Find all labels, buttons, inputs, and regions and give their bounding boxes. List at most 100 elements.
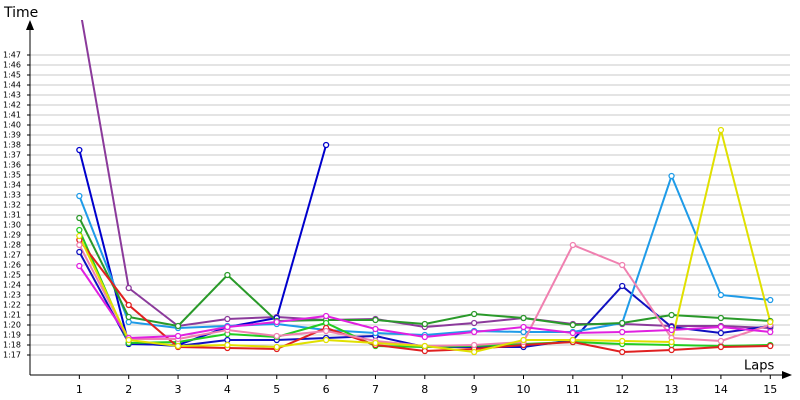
data-point xyxy=(76,146,83,154)
data-point xyxy=(372,325,379,333)
y-tick-label: 1:42 xyxy=(3,101,21,110)
data-point xyxy=(322,336,330,344)
data-point xyxy=(619,319,626,327)
data-point xyxy=(372,339,379,347)
data-point xyxy=(372,316,379,324)
y-tick-label: 1:20 xyxy=(3,321,21,330)
data-point xyxy=(717,314,725,322)
data-point xyxy=(767,296,774,304)
y-tick-label: 1:19 xyxy=(3,331,21,340)
data-point xyxy=(224,323,231,331)
y-axis-label: Time xyxy=(3,5,38,21)
data-point xyxy=(224,341,231,349)
y-tick-label: 1:33 xyxy=(3,191,21,200)
x-tick-label: 9 xyxy=(471,383,478,396)
x-axis-arrow xyxy=(782,371,792,379)
data-point xyxy=(125,336,132,344)
data-point xyxy=(717,329,725,337)
data-point xyxy=(717,343,725,351)
data-point xyxy=(322,319,330,327)
data-point xyxy=(471,319,478,327)
data-point xyxy=(668,311,675,319)
data-point xyxy=(224,336,231,344)
data-point xyxy=(619,261,626,269)
y-tick-label: 1:43 xyxy=(3,91,21,100)
x-tick-label: 13 xyxy=(665,383,679,396)
data-point xyxy=(569,336,577,344)
data-point xyxy=(520,323,527,331)
x-tick-label: 7 xyxy=(372,383,379,396)
y-tick-label: 1:24 xyxy=(3,281,21,290)
series-line xyxy=(78,144,328,347)
series-line xyxy=(78,129,772,354)
data-point xyxy=(569,321,577,329)
y-tick-label: 1:46 xyxy=(3,61,21,70)
data-point xyxy=(421,347,428,355)
y-tick-label: 1:22 xyxy=(3,301,21,310)
x-tick-label: 8 xyxy=(421,383,428,396)
series-line xyxy=(80,20,771,329)
y-tick-label: 1:35 xyxy=(3,171,21,180)
y-tick-label: 1:39 xyxy=(3,131,21,140)
data-point xyxy=(125,284,132,292)
data-point xyxy=(767,328,774,336)
data-point xyxy=(125,313,132,321)
data-point xyxy=(668,346,675,354)
x-axis-label: Laps xyxy=(744,359,774,374)
data-point xyxy=(717,337,725,345)
data-point xyxy=(767,318,774,326)
y-tick-label: 1:45 xyxy=(3,71,21,80)
x-tick-label: 2 xyxy=(125,383,132,396)
data-point xyxy=(77,3,82,8)
x-tick-label: 14 xyxy=(714,383,728,396)
data-point xyxy=(76,232,83,240)
data-point xyxy=(520,336,527,344)
data-point xyxy=(471,348,478,356)
y-tick-label: 1:23 xyxy=(3,291,21,300)
data-point xyxy=(273,318,280,326)
data-point xyxy=(76,248,83,256)
data-point xyxy=(421,342,428,350)
x-tick-label: 15 xyxy=(763,383,777,396)
data-point xyxy=(520,314,527,322)
data-point xyxy=(471,341,478,349)
data-point xyxy=(76,226,83,234)
y-tick-label: 1:37 xyxy=(3,151,21,160)
series-line xyxy=(78,217,771,328)
data-point xyxy=(125,318,132,326)
y-tick-label: 1:29 xyxy=(3,231,21,240)
data-point xyxy=(322,312,330,320)
y-tick-label: 1:21 xyxy=(3,311,21,320)
y-tick-label: 1:47 xyxy=(3,51,21,60)
data-point xyxy=(174,342,182,350)
y-tick-label: 1:17 xyxy=(3,351,21,360)
data-point xyxy=(76,262,83,270)
y-tick-label: 1:27 xyxy=(3,251,21,260)
data-point xyxy=(174,332,182,340)
data-point xyxy=(273,343,280,351)
data-point xyxy=(322,327,330,335)
data-point xyxy=(717,126,725,134)
data-point xyxy=(76,192,83,200)
data-point xyxy=(520,328,527,336)
data-point xyxy=(273,332,280,340)
data-point xyxy=(471,310,478,318)
x-tick-label: 6 xyxy=(323,383,330,396)
y-tick-label: 1:30 xyxy=(3,221,21,230)
data-point xyxy=(668,326,675,334)
data-point xyxy=(471,328,478,336)
y-tick-label: 1:28 xyxy=(3,241,21,250)
x-tick-label: 10 xyxy=(517,383,531,396)
x-tick-label: 1 xyxy=(76,383,83,396)
y-tick-label: 1:31 xyxy=(3,211,21,220)
data-point xyxy=(717,323,725,331)
x-tick-label: 11 xyxy=(566,383,580,396)
data-point xyxy=(76,241,83,249)
data-point xyxy=(619,348,626,356)
data-point xyxy=(668,338,675,346)
y-tick-label: 1:44 xyxy=(3,81,21,90)
data-point xyxy=(717,291,725,299)
data-point xyxy=(619,328,626,336)
y-tick-label: 1:32 xyxy=(3,201,21,210)
